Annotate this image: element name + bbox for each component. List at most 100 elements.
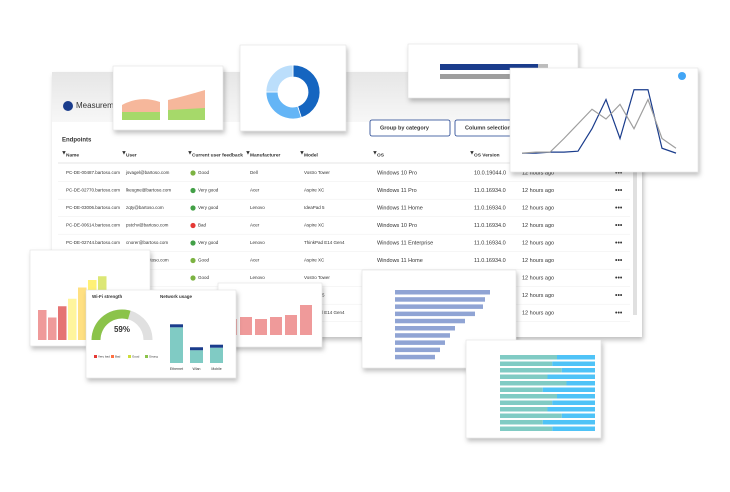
feedback-dot xyxy=(190,222,196,229)
column-header: Name xyxy=(66,152,79,158)
filter-icon: ▼ xyxy=(121,151,127,157)
toolbar-button[interactable] xyxy=(369,119,451,137)
bar-rest xyxy=(566,381,595,386)
column-header: OS xyxy=(377,152,385,158)
bar xyxy=(395,318,465,324)
cell: 11.0.16934.0 xyxy=(474,205,506,211)
cell: Dell xyxy=(250,170,258,175)
bar-rest xyxy=(557,394,595,399)
bar xyxy=(395,304,483,309)
cell: IdeaPad 5 xyxy=(304,205,325,210)
bar xyxy=(170,327,183,363)
feedback-dot xyxy=(190,205,196,211)
card-button[interactable] xyxy=(678,72,686,80)
cell: PC-DE-02770.bartoso.com xyxy=(66,188,120,193)
button-label: Column selection xyxy=(465,125,511,131)
cell: 11.0.16934.0 xyxy=(474,258,506,264)
bar xyxy=(285,315,297,335)
cell: Aspire XC xyxy=(304,188,325,193)
cell: Lenovo xyxy=(250,240,265,245)
bar-rest xyxy=(542,420,595,425)
legend-swatch xyxy=(111,355,114,358)
section-title: Endpoints xyxy=(62,138,92,144)
x-tick-label: Ethernet xyxy=(170,367,183,371)
bar xyxy=(395,326,455,331)
cell: 12 hours ago xyxy=(522,223,554,229)
column-header: Manufacturer xyxy=(250,152,281,158)
cell: Lenovo xyxy=(250,205,265,210)
bar xyxy=(240,317,252,335)
feedback-dot xyxy=(190,240,196,246)
app-icon xyxy=(63,101,73,111)
button-label: Group by category xyxy=(380,125,430,131)
bar xyxy=(190,350,203,363)
bar xyxy=(500,394,557,399)
bar xyxy=(500,355,557,360)
bar xyxy=(500,400,553,405)
x-tick-label: Mobile xyxy=(211,367,221,371)
cell: ThinkPad E14 Gen4 xyxy=(304,240,345,245)
cell: Windows 11 Pro xyxy=(377,188,417,194)
legend-label: Strong xyxy=(149,354,158,358)
filter-icon: ▼ xyxy=(299,151,305,157)
card xyxy=(509,67,699,173)
bar-rest xyxy=(552,361,595,366)
cell: Windows 11 Home xyxy=(377,258,423,264)
cell: Vostro Tower xyxy=(304,275,330,280)
legend-label: Very bad xyxy=(98,354,110,358)
cell: PC-DE-03006.bartoso.com xyxy=(66,205,120,210)
bar-rest xyxy=(547,374,595,379)
trend-line xyxy=(521,97,677,154)
bar xyxy=(395,340,445,345)
cell: Windows 11 Home xyxy=(377,205,423,211)
filter-icon: ▼ xyxy=(187,151,193,157)
filter-icon: ▼ xyxy=(245,151,251,157)
cell: 11.0.16934.0 xyxy=(474,240,506,246)
bar xyxy=(210,347,223,363)
legend-label: Good xyxy=(132,354,140,358)
bar xyxy=(500,374,548,379)
cell: 12 hours ago xyxy=(522,293,554,299)
bar-rest xyxy=(542,387,595,392)
cell: Aspire XC xyxy=(304,223,325,228)
bar-cap xyxy=(170,324,183,328)
cell: 11.0.16934.0 xyxy=(474,188,506,194)
legend-swatch xyxy=(145,355,148,358)
card-title: Wi-Fi strength xyxy=(92,294,122,299)
cell: 12 hours ago xyxy=(522,275,554,281)
feedback: Good xyxy=(198,275,210,280)
gauge-value xyxy=(91,309,131,341)
cell: Windows 10 Pro xyxy=(377,223,417,229)
feedback-dot xyxy=(190,275,196,281)
area-decor xyxy=(122,108,205,120)
cell: 12 hours ago xyxy=(522,188,554,194)
bar-decor xyxy=(538,64,548,70)
cell: zqty@bartoso.com xyxy=(126,205,164,210)
row-menu: ••• xyxy=(615,257,623,264)
feedback: Good xyxy=(198,170,210,175)
cell: lkeugne@bartoso.com xyxy=(126,188,171,193)
cell: Acer xyxy=(250,223,260,228)
bar-decor xyxy=(440,74,538,79)
bar xyxy=(395,333,450,338)
cell: Aspire XC xyxy=(304,258,325,263)
bar xyxy=(500,368,562,373)
bar xyxy=(395,297,485,302)
cell: Windows 10 Pro xyxy=(377,170,417,176)
bar-rest xyxy=(561,413,595,418)
column-header: OS Version xyxy=(474,152,500,158)
row-menu: ••• xyxy=(615,205,623,212)
filter-icon: ▼ xyxy=(469,151,475,157)
filter-icon: ▼ xyxy=(372,151,378,157)
bar-rest xyxy=(552,426,595,431)
bar xyxy=(500,426,553,431)
app-title: Measurement xyxy=(76,101,126,110)
cell: 12 hours ago xyxy=(522,240,554,246)
cell: 12 hours ago xyxy=(522,258,554,264)
bar xyxy=(395,347,440,353)
column-header: Model xyxy=(304,152,318,158)
row-menu: ••• xyxy=(615,187,623,194)
x-tick-label: Wlan xyxy=(193,367,201,371)
column-header: User xyxy=(126,152,137,158)
